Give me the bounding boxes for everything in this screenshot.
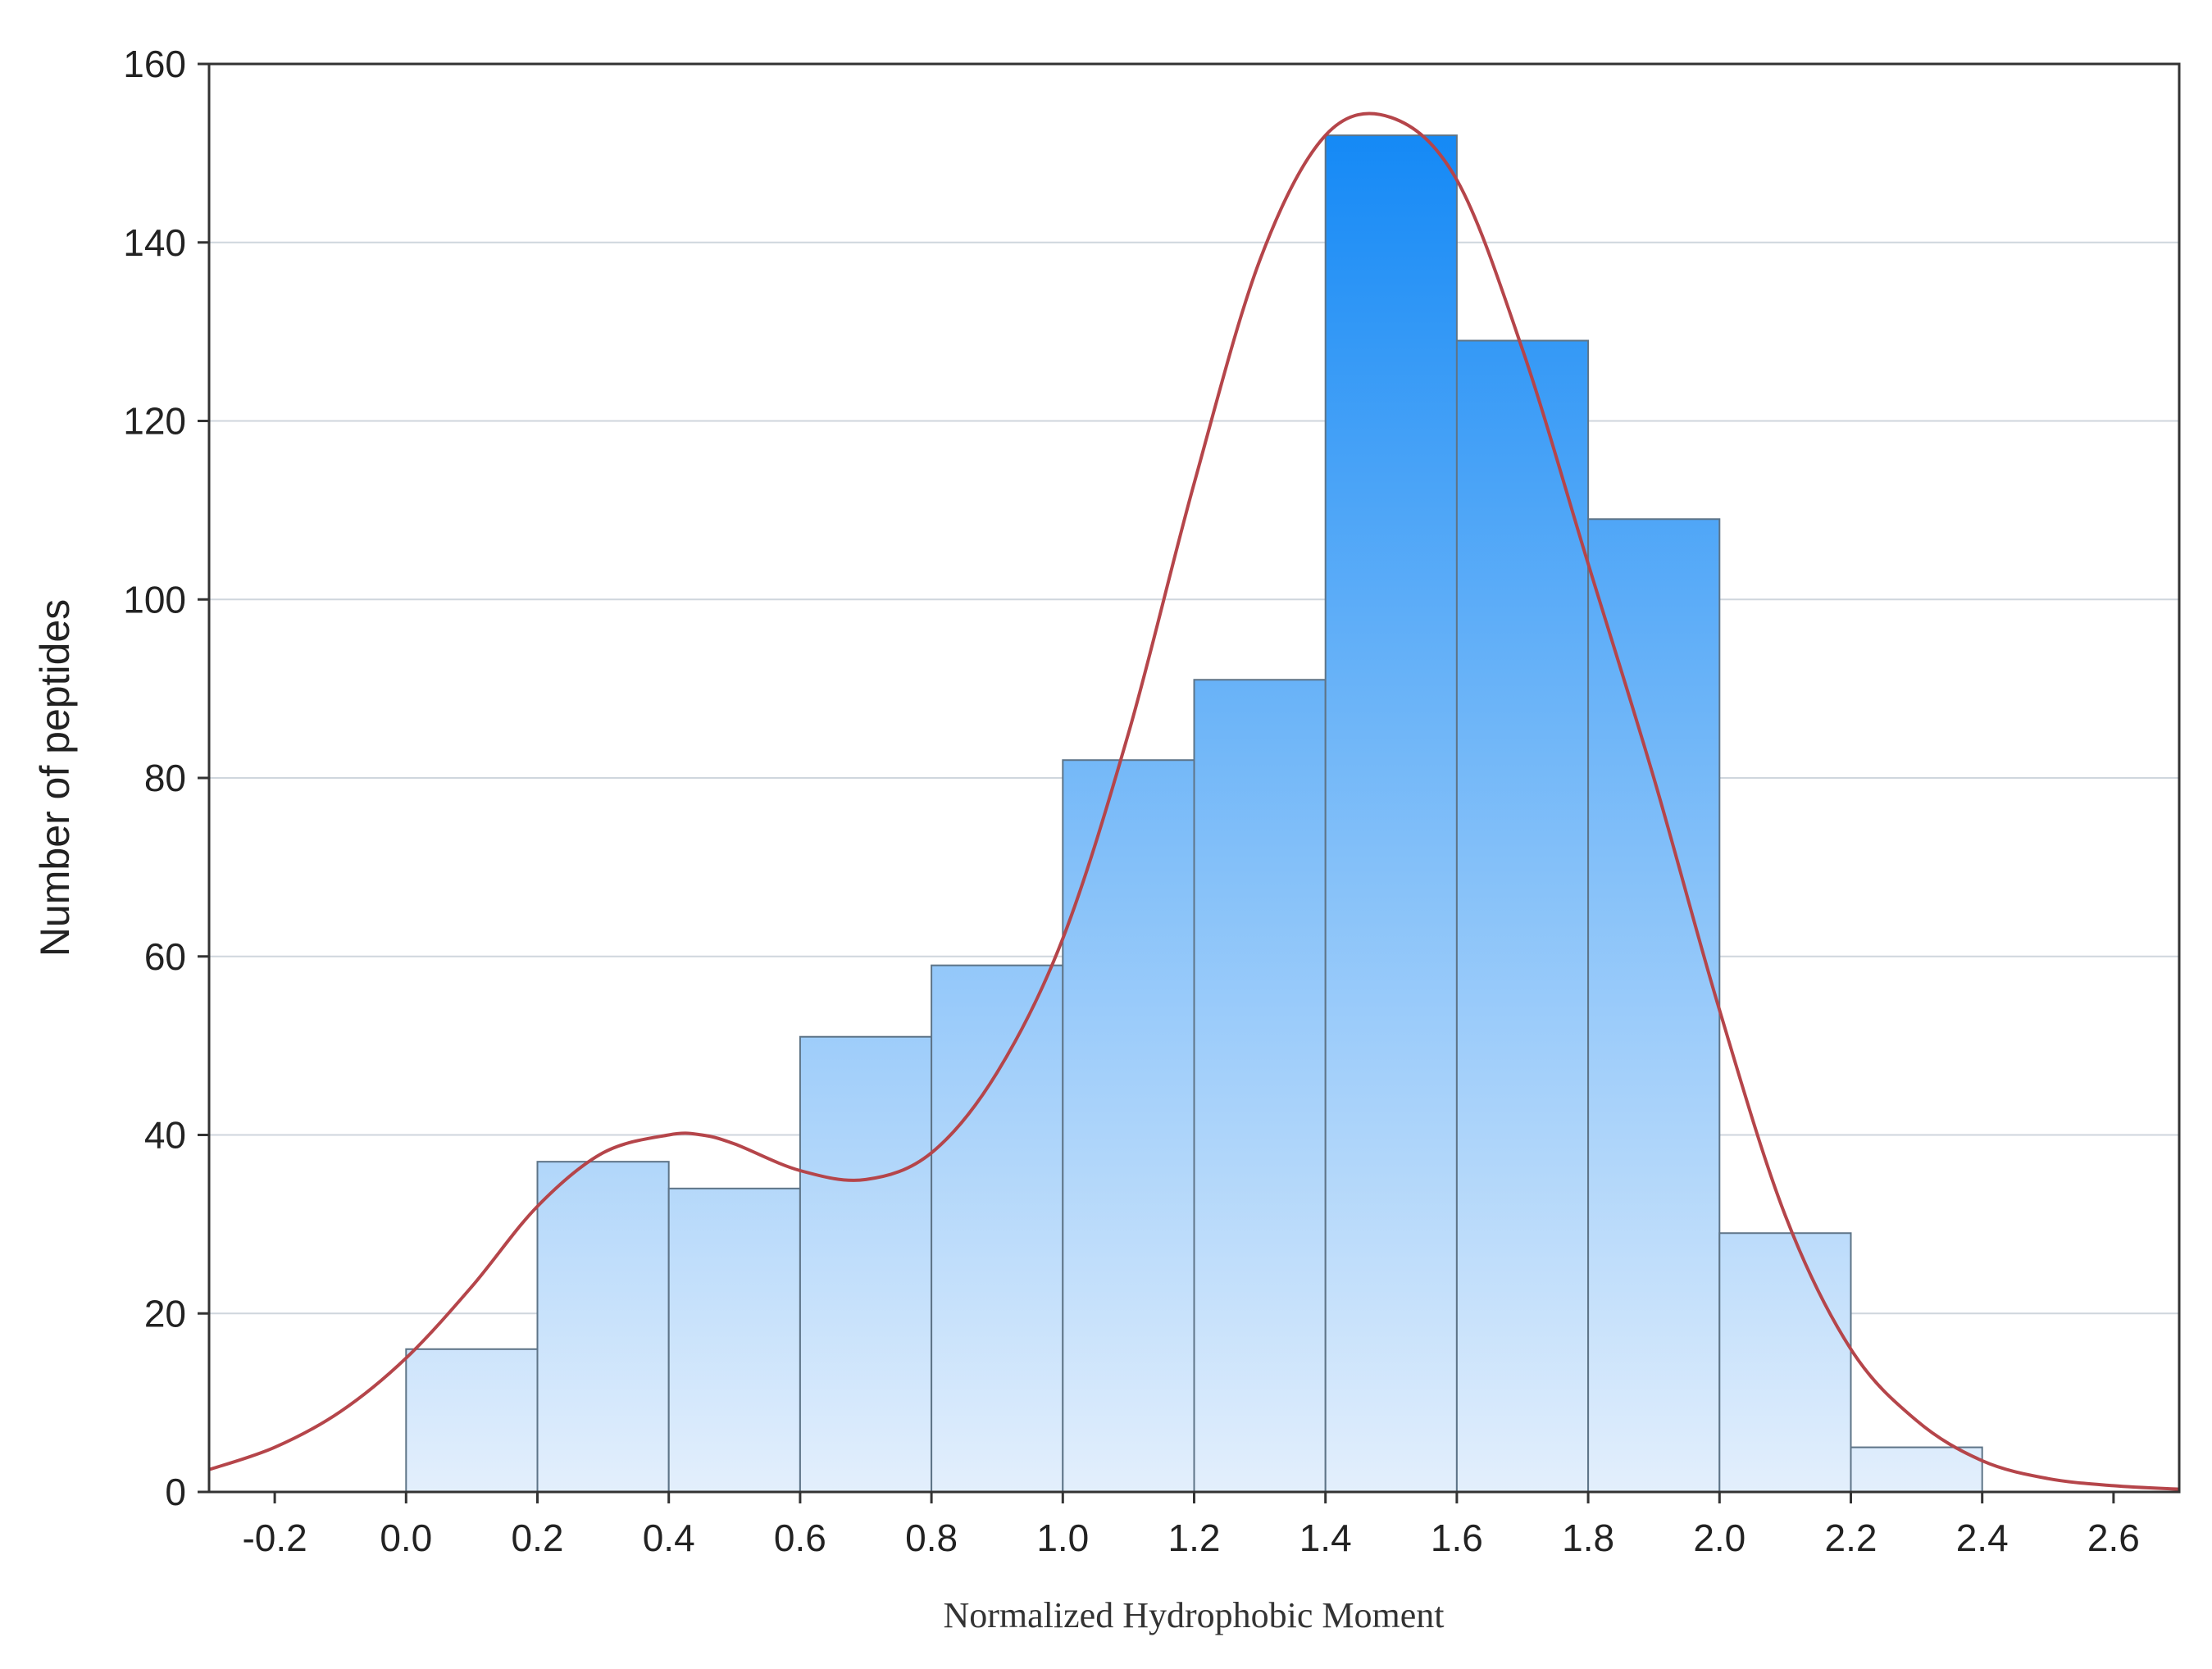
x-axis-ticks: -0.2 0.0 0.2 0.4 0.6 0.8 1.0 1.2 1.4 1.6 1.8 2.0 2.2… <box>242 1492 2140 1559</box>
x-tick-label: -0.2 <box>242 1517 307 1559</box>
histogram-bars <box>405 134 1983 1494</box>
histogram-bar <box>1455 339 1590 1494</box>
histogram-bar <box>536 1161 670 1493</box>
x-axis-label: Normalized Hydrophobic Moment <box>944 1595 1445 1635</box>
x-tick-label: 1.0 <box>1036 1517 1089 1559</box>
x-tick-label: 0.2 <box>512 1517 564 1559</box>
histogram-bar <box>405 1348 539 1494</box>
histogram-bar <box>1718 1232 1852 1493</box>
x-tick-label: 2.2 <box>1825 1517 1877 1559</box>
x-tick-label: 2.0 <box>1693 1517 1745 1559</box>
x-tick-label: 0.8 <box>905 1517 958 1559</box>
x-tick-label: 0.0 <box>380 1517 432 1559</box>
histogram-bar <box>931 964 1064 1493</box>
y-axis-label: Number of peptides <box>32 599 78 957</box>
y-tick-label: 60 <box>144 935 186 978</box>
y-tick-label: 140 <box>123 221 186 264</box>
density-curve-layer <box>209 111 2179 1491</box>
histogram-bar <box>1062 759 1195 1493</box>
x-tick-label: 1.8 <box>1562 1517 1614 1559</box>
x-tick-label: 1.2 <box>1168 1517 1221 1559</box>
y-axis-ticks: 0 20 40 60 80 100 120 140 160 <box>123 43 209 1513</box>
y-tick-label: 40 <box>144 1114 186 1157</box>
histogram-bar <box>1324 134 1458 1494</box>
histogram-bar <box>1587 518 1721 1494</box>
density-curve <box>209 111 2179 1491</box>
y-tick-label: 20 <box>144 1292 186 1335</box>
histogram-bar <box>667 1187 801 1493</box>
y-tick-label: 120 <box>123 400 186 443</box>
y-tick-label: 160 <box>123 43 186 85</box>
y-tick-label: 100 <box>123 578 186 621</box>
histogram-bar <box>1850 1446 1983 1493</box>
x-tick-label: 1.4 <box>1299 1517 1352 1559</box>
y-tick-label: 80 <box>144 757 186 799</box>
x-tick-label: 1.6 <box>1431 1517 1483 1559</box>
x-tick-label: 0.4 <box>643 1517 695 1559</box>
x-tick-label: 0.6 <box>774 1517 826 1559</box>
x-tick-label: 2.4 <box>1956 1517 2009 1559</box>
y-tick-label: 0 <box>165 1471 186 1513</box>
histogram-bar <box>799 1035 933 1494</box>
x-tick-label: 2.6 <box>2087 1517 2140 1559</box>
histogram-bar <box>1193 679 1327 1493</box>
